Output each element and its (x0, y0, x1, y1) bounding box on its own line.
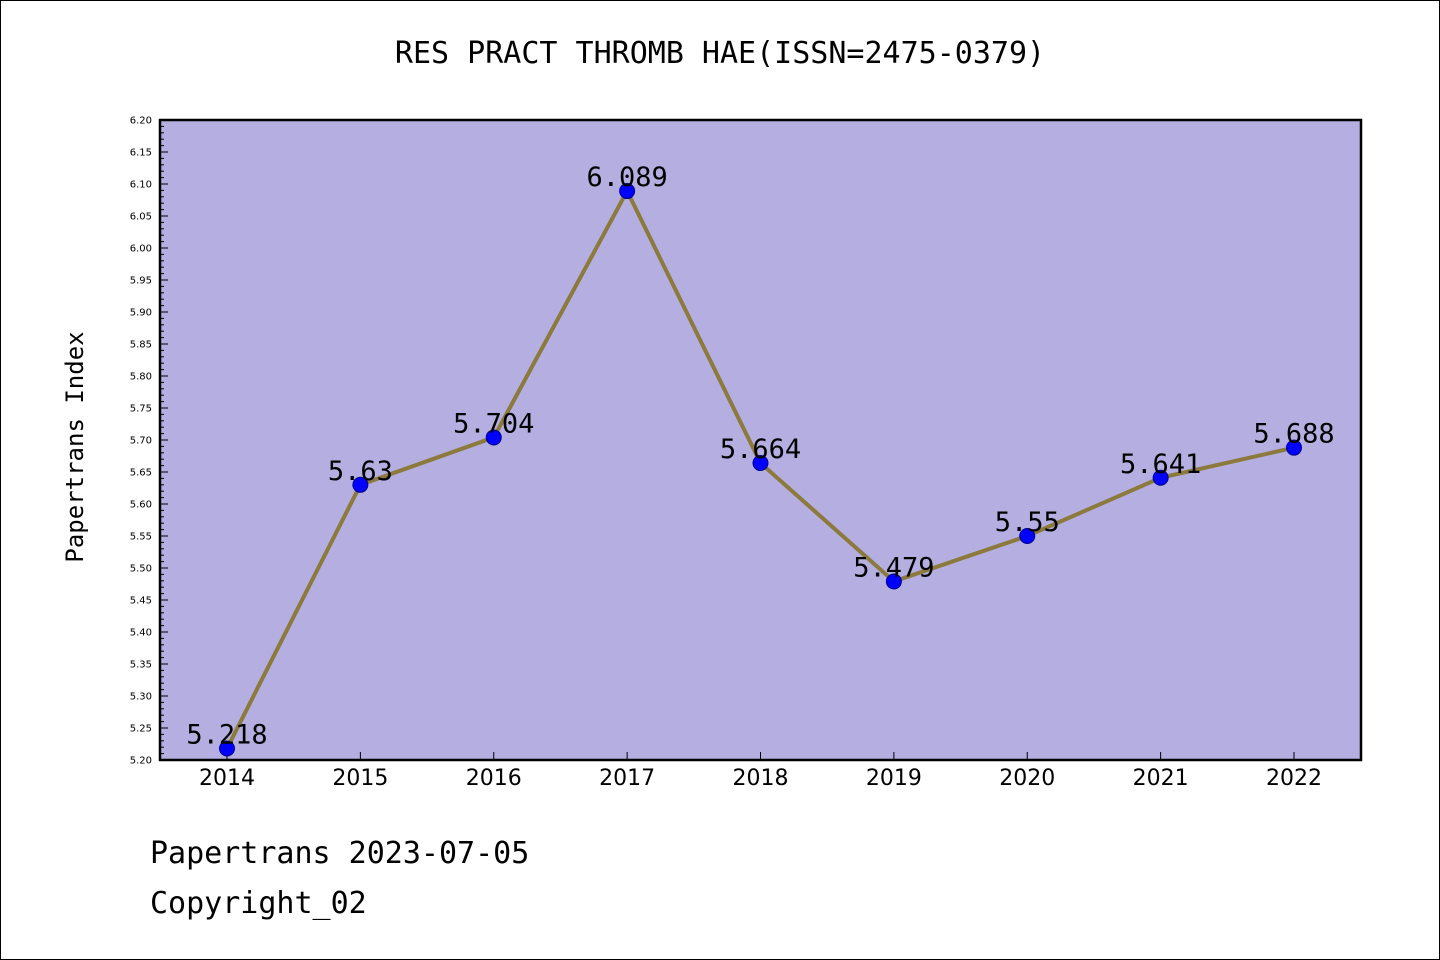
x-axis-ticks: 2014 2015 2016 2017 2018 2019 2020 2021 2022 (199, 752, 1322, 791)
y-tick-label: 5.70 (130, 436, 152, 447)
y-tick-label: 6.20 (130, 116, 152, 127)
x-tick-label: 2018 (733, 766, 789, 791)
data-label-2018: 5.664 (720, 434, 801, 465)
footer-copyright: Copyright_02 (150, 886, 367, 921)
footer-date: Papertrans 2023-07-05 (150, 836, 530, 871)
y-tick-label: 5.45 (130, 596, 152, 607)
data-point-2019 (885, 573, 902, 590)
data-point-2017 (619, 183, 636, 200)
data-point-2018 (752, 455, 769, 472)
data-label-2017: 6.089 (586, 162, 667, 193)
x-tick-label: 2022 (1266, 766, 1322, 791)
data-point-2015 (352, 476, 369, 493)
y-tick-label: 5.75 (130, 404, 152, 415)
y-tick-label: 6.05 (130, 212, 152, 223)
data-point-2020 (1019, 528, 1036, 544)
data-point-2016 (485, 429, 502, 446)
data-point-2021 (1152, 469, 1169, 486)
y-tick-label: 5.50 (130, 564, 152, 575)
chart-title: RES PRACT THROMB HAE(ISSN=2475-0379) (394, 36, 1046, 71)
y-tick-label: 5.65 (130, 468, 152, 479)
data-point-2014 (219, 740, 235, 757)
y-tick-label: 5.20 (130, 756, 152, 767)
y-tick-label: 5.90 (130, 308, 152, 319)
plot-border (158, 118, 1363, 762)
y-tick-label: 6.00 (130, 244, 152, 255)
data-label-2015: 5.63 (328, 456, 393, 487)
y-tick-label: 5.55 (130, 532, 152, 543)
x-tick-label: 2021 (1133, 766, 1189, 791)
x-tick-label: 2014 (199, 766, 255, 791)
y-tick-label: 5.35 (130, 660, 152, 671)
y-tick-label: 6.10 (130, 180, 152, 191)
y-tick-label: 5.25 (130, 724, 152, 735)
data-label-2021: 5.641 (1120, 449, 1201, 480)
data-point-2022 (1286, 439, 1302, 456)
y-tick-label: 5.80 (130, 372, 152, 383)
data-label-2019: 5.479 (853, 552, 934, 583)
data-points (219, 183, 1302, 757)
data-label-2014: 5.218 (186, 719, 267, 750)
data-labels: 5.218 5.63 5.704 6.089 5.664 5.479 5.55 5.641 5.… (186, 162, 1334, 750)
data-label-2020: 5.55 (995, 507, 1060, 538)
x-tick-label: 2017 (599, 766, 655, 791)
x-tick-label: 2019 (866, 766, 922, 791)
y-tick-label: 6.15 (130, 148, 152, 159)
y-tick-label: 5.95 (130, 276, 152, 287)
y-axis-ticks: 5.20 5.25 5.30 5.35 5.40 5.45 5.50 5.55 5.60 5.65… (130, 116, 168, 767)
y-tick-label: 5.60 (130, 500, 152, 511)
x-tick-label: 2020 (999, 766, 1055, 791)
plot-area (160, 120, 1361, 760)
y-tick-label: 5.30 (130, 692, 152, 703)
y-tick-label: 5.85 (130, 340, 152, 351)
y-tick-label: 5.40 (130, 628, 152, 639)
data-label-2022: 5.688 (1253, 419, 1334, 450)
x-tick-label: 2016 (466, 766, 522, 791)
x-tick-label: 2015 (332, 766, 388, 791)
data-label-2016: 5.704 (453, 408, 534, 439)
